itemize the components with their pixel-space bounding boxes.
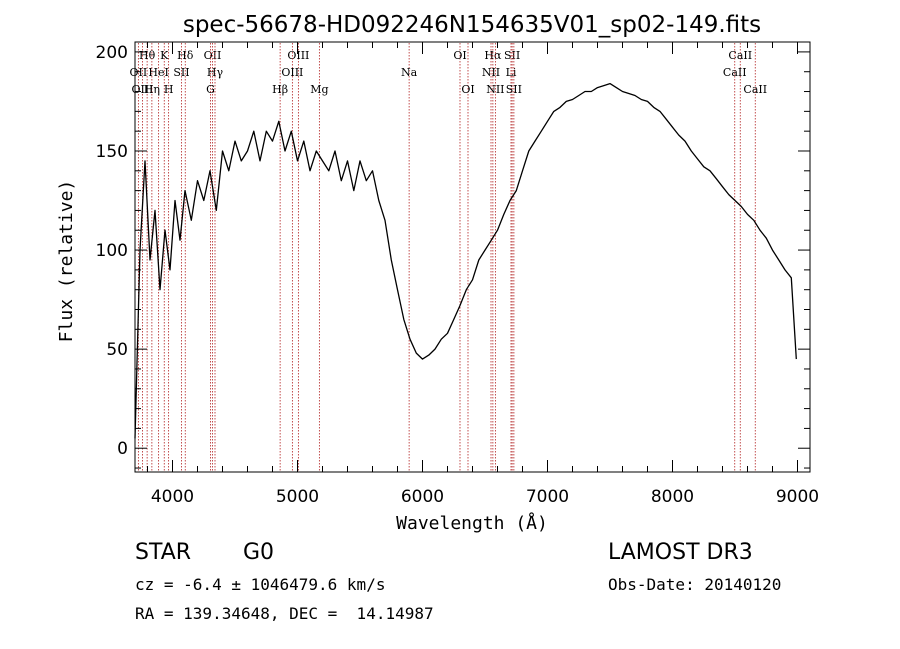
marker-label-10: HeI	[148, 66, 168, 79]
y-axis-label: Flux (relative)	[56, 180, 77, 343]
x-tick-label-2: 6000	[401, 487, 444, 507]
marker-label-4: OIII	[287, 49, 309, 62]
marker-label-12: Hγ	[207, 66, 224, 79]
marker-label-7: SII	[504, 49, 520, 62]
x-tick-label-5: 9000	[776, 487, 819, 507]
y-tick-label-0: 0	[117, 439, 128, 459]
marker-label-13: OIII	[281, 66, 303, 79]
marker-label-0: Hθ	[139, 49, 156, 62]
y-tick-label-3: 150	[96, 142, 128, 162]
marker-label-14: Na	[401, 66, 418, 79]
x-tick-label-1: 5000	[276, 487, 319, 507]
marker-label-24: OI	[461, 83, 474, 96]
marker-label-21: G	[206, 83, 215, 96]
marker-label-2: Hδ	[177, 49, 194, 62]
chart-title: spec-56678-HD092246N154635V01_sp02-149.f…	[183, 12, 761, 38]
marker-label-16: Li	[506, 66, 517, 79]
marker-label-27: CaII	[743, 83, 767, 96]
object-subclass: G0	[243, 540, 275, 565]
object-class: STAR	[135, 540, 192, 565]
marker-label-17: CaII	[723, 66, 747, 79]
spectrum-line-0	[134, 82, 797, 439]
redshift-readout: cz = -6.4 ± 1046479.6 km/s	[135, 575, 386, 594]
marker-label-11: SII	[173, 66, 189, 79]
observation-date: Obs-Date: 20140120	[608, 575, 782, 594]
axes	[134, 41, 811, 473]
axis-ticks: 4000 5000 6000 7000 8000 9000 0 50 100 150 200	[96, 42, 819, 507]
coordinates-readout: RA = 139.34648, DEC = 14.14987	[135, 604, 434, 623]
x-tick-label-4: 8000	[651, 487, 694, 507]
x-tick-label-3: 7000	[526, 487, 569, 507]
marker-label-26: SII	[506, 83, 522, 96]
marker-label-5: OI	[453, 49, 466, 62]
marker-label-1: K	[160, 49, 169, 62]
y-tick-label-1: 50	[106, 340, 128, 360]
marker-label-23: Mg	[310, 83, 328, 96]
marker-label-6: Hα	[484, 49, 502, 62]
marker-label-18: OIII	[131, 83, 153, 96]
plot-frame	[134, 41, 811, 473]
marker-label-20: H	[164, 83, 174, 96]
marker-label-8: CaII	[728, 49, 752, 62]
series-group	[134, 82, 797, 439]
marker-label-19: Hη	[144, 83, 160, 96]
spectrum-chart: spec-56678-HD092246N154635V01_sp02-149.f…	[56, 12, 819, 534]
marker-label-9: OII	[130, 66, 148, 79]
marker-label-15: NII	[482, 66, 500, 79]
marker-label-25: NII	[486, 83, 504, 96]
survey-name: LAMOST DR3	[608, 540, 753, 565]
x-axis-label: Wavelength (Å)	[396, 512, 548, 534]
y-tick-label-2: 100	[96, 241, 128, 261]
marker-label-22: Hβ	[272, 83, 288, 96]
x-tick-label-0: 4000	[151, 487, 194, 507]
marker-label-3: OII	[204, 49, 222, 62]
y-tick-label-4: 200	[96, 43, 128, 63]
